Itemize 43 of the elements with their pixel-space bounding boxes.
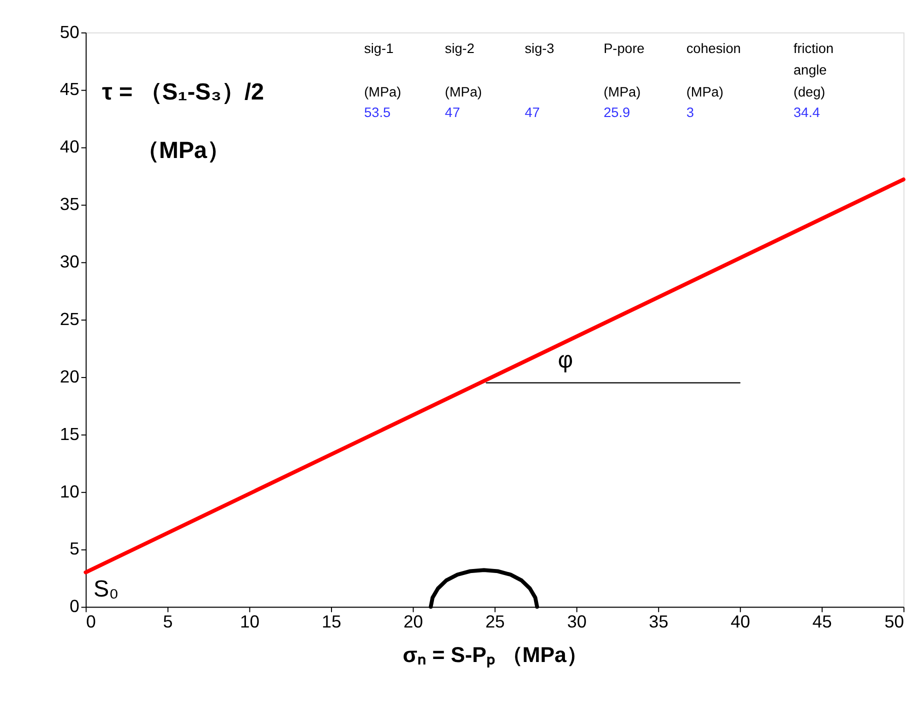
annotation: (MPa) bbox=[444, 84, 482, 100]
x-tick-label: 35 bbox=[648, 612, 668, 632]
annotation: 47 bbox=[524, 105, 540, 120]
y-tick-label: 0 bbox=[70, 596, 80, 616]
y-tick-label: 5 bbox=[70, 538, 80, 559]
annotation: 34.4 bbox=[793, 105, 820, 120]
annotation: 3 bbox=[686, 105, 694, 120]
x-tick-label: 45 bbox=[812, 612, 832, 632]
x-tick-label: 15 bbox=[322, 612, 342, 632]
x-axis-title: σₙ = S-Pₚ （MPa） bbox=[402, 642, 588, 668]
x-tick-label: 10 bbox=[240, 612, 260, 632]
annotation: φ bbox=[558, 346, 573, 372]
annotation: P-pore bbox=[604, 40, 644, 56]
annotation: sig-3 bbox=[524, 40, 554, 56]
annotation: 25.9 bbox=[604, 105, 630, 120]
annotation: (MPa) bbox=[686, 84, 724, 100]
annotation: sig-2 bbox=[444, 40, 474, 56]
y-tick-label: 35 bbox=[60, 194, 80, 214]
y-tick-label: 20 bbox=[60, 366, 80, 386]
x-tick-label: 50 bbox=[884, 612, 904, 632]
x-tick-label: 30 bbox=[567, 612, 587, 632]
annotation: sig-1 bbox=[364, 40, 394, 56]
y-tick-label: 40 bbox=[60, 136, 80, 157]
y-tick-label: 45 bbox=[60, 79, 80, 100]
annotation: cohesion bbox=[686, 40, 741, 56]
x-tick-label: 0 bbox=[86, 612, 96, 632]
y-tick-label: 15 bbox=[60, 424, 80, 444]
y-tick-label: 25 bbox=[60, 308, 80, 329]
annotation: 53.5 bbox=[364, 105, 391, 120]
annotation: (deg) bbox=[793, 84, 826, 100]
annotation: friction angle bbox=[793, 40, 834, 78]
annotation: (MPa) bbox=[364, 84, 402, 100]
x-tick-label: 20 bbox=[404, 612, 424, 632]
x-tick-label: 25 bbox=[485, 612, 505, 632]
x-tick-label: 5 bbox=[163, 612, 173, 632]
annotation: S₀ bbox=[93, 576, 119, 602]
text: τ = （S₁-S₃）/2 （MPa） bbox=[102, 78, 264, 163]
annotation: (MPa) bbox=[604, 84, 641, 100]
y-tick-label: 30 bbox=[60, 252, 80, 272]
y-tick-label: 10 bbox=[60, 481, 80, 502]
y-tick-label: 50 bbox=[60, 22, 80, 42]
annotation: 47 bbox=[444, 105, 460, 120]
x-tick-label: 40 bbox=[730, 612, 750, 632]
